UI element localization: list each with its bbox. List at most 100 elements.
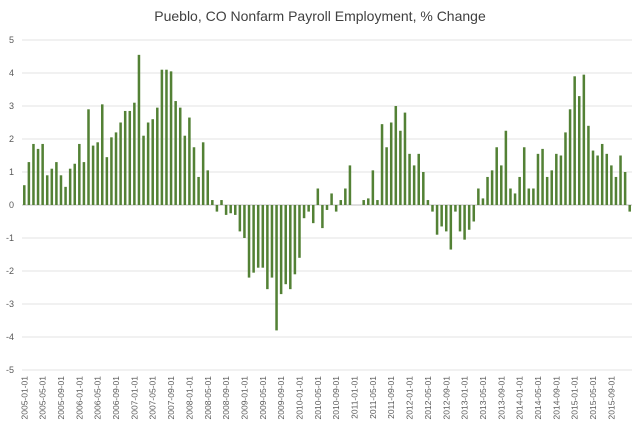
bar bbox=[431, 205, 434, 212]
bar bbox=[55, 162, 58, 205]
bar bbox=[564, 132, 567, 205]
x-tick-label: 2010-01-01 bbox=[294, 376, 304, 420]
bar bbox=[220, 200, 223, 205]
bar bbox=[362, 200, 365, 205]
y-tick-label: -4 bbox=[6, 332, 14, 342]
bar bbox=[518, 176, 521, 205]
y-tick-label: 5 bbox=[9, 35, 14, 45]
bar bbox=[454, 205, 457, 212]
bar bbox=[119, 122, 122, 205]
x-tick-label: 2011-01-01 bbox=[350, 376, 360, 419]
x-tick-label: 2007-09-01 bbox=[166, 376, 176, 420]
x-tick-label: 2015-01-01 bbox=[570, 376, 580, 420]
bar bbox=[339, 200, 343, 205]
bar bbox=[422, 172, 425, 205]
chart-title: Pueblo, CO Nonfarm Payroll Employment, %… bbox=[154, 8, 486, 24]
bar bbox=[334, 205, 338, 212]
bar bbox=[458, 205, 462, 232]
bar bbox=[160, 69, 164, 205]
x-tick-label: 2013-09-01 bbox=[496, 376, 506, 420]
bar bbox=[435, 205, 439, 235]
x-tick-label: 2011-05-01 bbox=[368, 376, 378, 419]
bar bbox=[582, 74, 586, 206]
x-tick-label: 2008-01-01 bbox=[184, 376, 194, 420]
bar bbox=[243, 205, 246, 238]
bar bbox=[522, 147, 526, 205]
bar bbox=[412, 165, 416, 205]
bar bbox=[91, 145, 95, 205]
bar bbox=[238, 205, 242, 232]
bar bbox=[513, 193, 517, 205]
bar bbox=[481, 198, 485, 205]
bar bbox=[385, 147, 388, 205]
bar bbox=[394, 106, 398, 205]
bar bbox=[380, 124, 384, 205]
bar bbox=[270, 205, 274, 278]
bar bbox=[82, 162, 86, 205]
y-tick-label: 1 bbox=[9, 167, 14, 177]
bar bbox=[577, 96, 581, 205]
bar bbox=[403, 112, 407, 205]
bar bbox=[509, 188, 512, 205]
bar bbox=[247, 205, 251, 278]
bar bbox=[201, 142, 205, 205]
bar bbox=[256, 205, 260, 268]
x-tick-label: 2011-09-01 bbox=[386, 376, 396, 419]
bar bbox=[417, 153, 420, 205]
bar bbox=[68, 168, 72, 205]
x-tick-label: 2005-01-01 bbox=[19, 376, 29, 420]
bar bbox=[183, 135, 187, 205]
bar bbox=[545, 176, 549, 205]
bar bbox=[41, 143, 44, 205]
bar bbox=[307, 205, 310, 212]
bar bbox=[550, 170, 553, 205]
x-tick-label: 2006-01-01 bbox=[74, 376, 84, 420]
bar bbox=[467, 205, 471, 230]
bar bbox=[32, 143, 35, 205]
bar bbox=[105, 157, 109, 205]
bar bbox=[224, 205, 228, 215]
bar bbox=[279, 205, 283, 295]
bar bbox=[59, 175, 63, 205]
x-tick-label: 2010-05-01 bbox=[313, 376, 323, 420]
bar bbox=[275, 205, 278, 331]
bar bbox=[311, 205, 315, 224]
x-tick-label: 2006-09-01 bbox=[111, 376, 121, 420]
bar bbox=[252, 205, 255, 273]
bar bbox=[500, 165, 503, 205]
bar bbox=[495, 147, 498, 205]
bar bbox=[440, 205, 443, 227]
bar bbox=[188, 117, 191, 205]
bar bbox=[23, 185, 26, 205]
bar bbox=[114, 132, 118, 205]
bar bbox=[527, 188, 531, 205]
x-tick-label: 2014-05-01 bbox=[533, 376, 543, 420]
bar bbox=[623, 172, 627, 205]
bar bbox=[367, 198, 370, 205]
bar bbox=[215, 205, 219, 212]
x-tick-label: 2013-05-01 bbox=[478, 376, 488, 420]
bar bbox=[600, 143, 604, 205]
bar bbox=[234, 205, 237, 215]
y-tick-label: -5 bbox=[6, 365, 14, 375]
y-tick-label: -2 bbox=[6, 266, 14, 276]
y-tick-label: -1 bbox=[6, 233, 14, 243]
bar bbox=[128, 110, 132, 205]
bar bbox=[587, 125, 590, 205]
bar bbox=[490, 170, 494, 205]
x-tick-label: 2012-01-01 bbox=[405, 376, 415, 420]
bar bbox=[174, 101, 177, 205]
x-tick-label: 2012-09-01 bbox=[441, 376, 451, 420]
bar bbox=[573, 76, 576, 205]
bar bbox=[532, 188, 535, 205]
x-tick-label: 2013-01-01 bbox=[460, 376, 470, 420]
x-tick-label: 2009-01-01 bbox=[239, 376, 249, 420]
bar bbox=[371, 170, 375, 205]
x-tick-label: 2015-05-01 bbox=[588, 376, 598, 420]
bar bbox=[206, 170, 210, 205]
bar bbox=[266, 205, 269, 290]
bar bbox=[389, 122, 393, 205]
bar bbox=[449, 205, 453, 250]
x-tick-label: 2014-01-01 bbox=[515, 376, 525, 420]
